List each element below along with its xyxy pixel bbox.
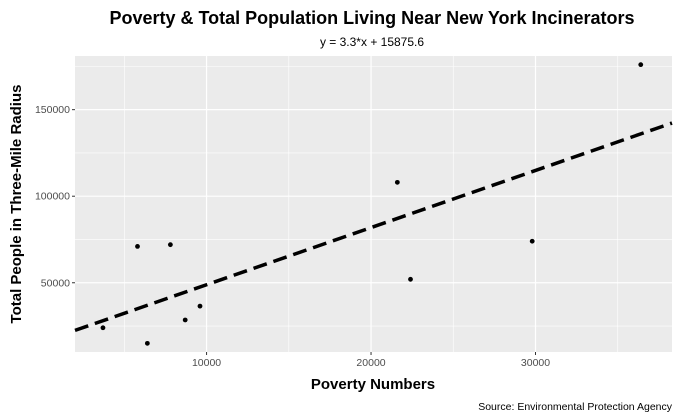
y-tick-label: 50000: [41, 277, 70, 289]
data-point: [167, 242, 173, 248]
y-tick-label: 150000: [35, 104, 70, 116]
chart-subtitle: y = 3.3*x + 15875.6: [320, 35, 424, 49]
x-tick-label: 10000: [192, 357, 221, 369]
grid-major: [75, 56, 672, 352]
x-axis-ticks: 10000 20000 30000: [192, 352, 550, 369]
points-layer: [100, 62, 644, 346]
plot-panel: [75, 56, 672, 352]
y-axis-ticks: 50000 100000 150000: [35, 104, 75, 289]
data-point: [529, 238, 535, 244]
x-tick-label: 20000: [356, 357, 385, 369]
data-point: [182, 317, 188, 323]
data-point: [394, 179, 400, 185]
data-point: [144, 340, 150, 346]
data-point: [638, 62, 644, 68]
trendline: [74, 121, 673, 333]
chart-title: Poverty & Total Population Living Near N…: [109, 8, 634, 28]
y-tick-label: 100000: [35, 191, 70, 203]
y-axis-title: Total People in Three-Mile Radius: [8, 85, 25, 324]
x-tick-label: 30000: [521, 357, 550, 369]
data-point: [197, 303, 203, 309]
grid-minor: [75, 56, 672, 352]
data-point: [135, 244, 140, 249]
source-caption: Source: Environmental Protection Agency: [478, 401, 673, 413]
data-point: [408, 276, 413, 282]
data-point: [100, 325, 106, 331]
trendline-layer: [74, 121, 673, 333]
x-axis-title: Poverty Numbers: [311, 376, 435, 393]
